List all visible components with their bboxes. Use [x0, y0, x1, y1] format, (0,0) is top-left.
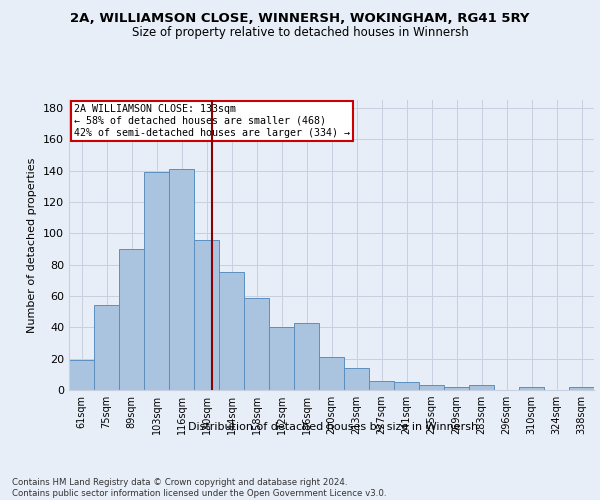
Text: 2A WILLIAMSON CLOSE: 133sqm
← 58% of detached houses are smaller (468)
42% of se: 2A WILLIAMSON CLOSE: 133sqm ← 58% of det… [74, 104, 350, 138]
Bar [244, 298, 269, 390]
Bar [194, 240, 219, 390]
Bar [369, 380, 394, 390]
Bar [269, 328, 294, 390]
Bar [219, 272, 244, 390]
Bar [119, 249, 144, 390]
Bar [344, 368, 369, 390]
Bar [394, 382, 419, 390]
Bar [169, 169, 194, 390]
Bar [69, 360, 94, 390]
Bar [94, 306, 119, 390]
Text: Contains HM Land Registry data © Crown copyright and database right 2024.
Contai: Contains HM Land Registry data © Crown c… [12, 478, 386, 498]
Bar [144, 172, 169, 390]
Bar [294, 322, 319, 390]
Bar [319, 357, 344, 390]
Bar [569, 387, 594, 390]
Y-axis label: Number of detached properties: Number of detached properties [28, 158, 37, 332]
Text: Distribution of detached houses by size in Winnersh: Distribution of detached houses by size … [188, 422, 478, 432]
Bar [519, 387, 544, 390]
Bar [444, 387, 469, 390]
Bar [419, 386, 444, 390]
Text: Size of property relative to detached houses in Winnersh: Size of property relative to detached ho… [131, 26, 469, 39]
Bar [469, 386, 494, 390]
Text: 2A, WILLIAMSON CLOSE, WINNERSH, WOKINGHAM, RG41 5RY: 2A, WILLIAMSON CLOSE, WINNERSH, WOKINGHA… [70, 12, 530, 26]
